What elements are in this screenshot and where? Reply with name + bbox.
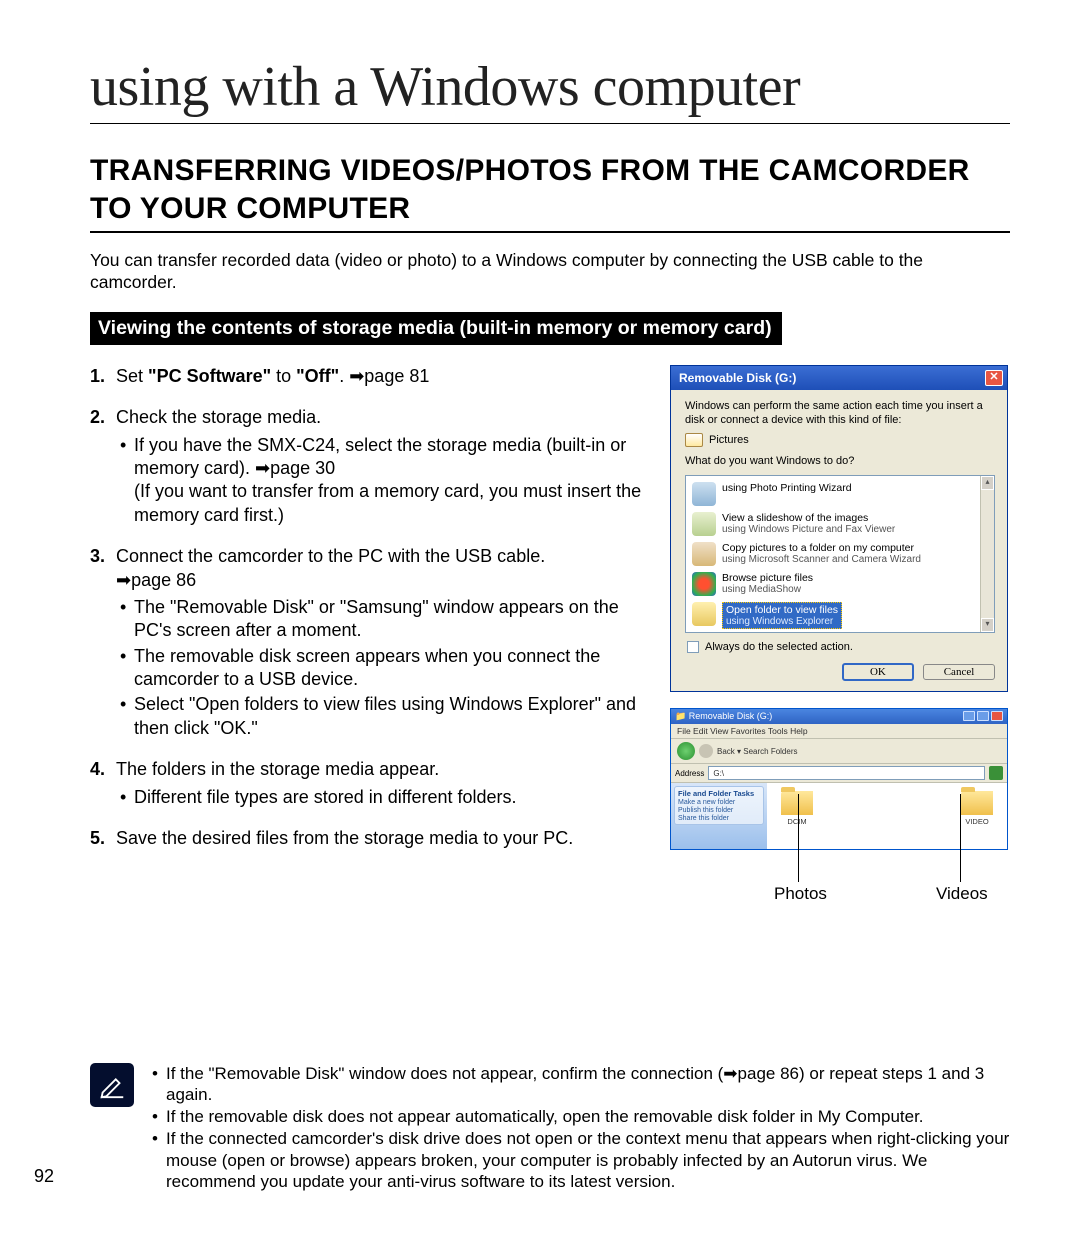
action-option[interactable]: using Photo Printing Wizard [688,480,992,510]
forward-icon[interactable] [699,744,713,758]
folder-icon [781,791,813,815]
slideshow-icon [692,512,716,536]
explorer-file-pane[interactable]: DCIM VIDEO [767,783,1007,849]
dialog-prompt: What do you want Windows to do? [685,455,995,469]
pictures-icon [685,433,703,447]
autoplay-dialog: Removable Disk (G:) ✕ Windows can perfor… [670,365,1008,692]
ok-button[interactable]: OK [842,663,914,681]
intro-text: You can transfer recorded data (video or… [90,249,1010,294]
screenshots-column: Removable Disk (G:) ✕ Windows can perfor… [670,365,1010,904]
note-item: If the "Removable Disk" window does not … [150,1063,1010,1107]
dialog-message: Windows can perform the same action each… [685,400,995,428]
action-option[interactable]: Browse picture filesusing MediaShow [688,570,992,600]
step-4: The folders in the storage media appear.… [90,758,654,809]
step-3-bullet: Select "Open folders to view files using… [116,693,654,740]
step-2-bullet: If you have the SMX-C24, select the stor… [116,434,654,528]
maximize-icon[interactable] [977,711,989,721]
step-2: Check the storage media. If you have the… [90,406,654,527]
address-bar[interactable]: Address G:\ [671,764,1007,783]
always-checkbox-row[interactable]: Always do the selected action. [687,641,995,653]
folder-callouts: Photos Videos [670,850,1010,904]
note-icon [90,1063,134,1107]
always-label: Always do the selected action. [705,641,853,653]
manual-page: using with a Windows computer TRANSFERRI… [0,0,1080,1235]
print-wizard-icon [692,482,716,506]
folder-dcim[interactable]: DCIM [781,791,813,841]
step-3: Connect the camcorder to the PC with the… [90,545,654,740]
action-option-selected[interactable]: Open folder to view filesusing Windows E… [688,600,992,633]
subsection-bar: Viewing the contents of storage media (b… [90,312,782,345]
folder-icon [961,791,993,815]
sidebar-link[interactable]: Make a new folder [678,799,760,806]
address-field[interactable]: G:\ [708,766,985,780]
scroll-up-icon[interactable]: ▴ [981,476,994,490]
mediashow-icon [692,572,716,596]
step-3-bullet: The removable disk screen appears when y… [116,645,654,692]
minimize-icon[interactable] [963,711,975,721]
dialog-titlebar: Removable Disk (G:) ✕ [671,366,1007,390]
action-listbox[interactable]: using Photo Printing Wizard View a slide… [685,475,995,633]
go-icon[interactable] [989,766,1003,780]
explorer-titlebar: 📁 Removable Disk (G:) [671,709,1007,724]
action-option[interactable]: View a slideshow of the imagesusing Wind… [688,510,992,540]
page-ref: ➡page 86 [116,570,196,590]
section-heading: TRANSFERRING VIDEOS/PHOTOS FROM THE CAMC… [90,152,1010,233]
videos-label: Videos [936,884,988,904]
action-option[interactable]: Copy pictures to a folder on my computer… [688,540,992,570]
note-item: If the connected camcorder's disk drive … [150,1128,1010,1193]
page-ref: ➡page 81 [349,366,429,386]
close-icon[interactable] [991,711,1003,721]
explorer-menubar[interactable]: File Edit View Favorites Tools Help [671,724,1007,739]
steps-column: Set "PC Software" to "Off". ➡page 81 Che… [90,365,654,869]
back-icon[interactable] [677,742,695,760]
folder-icon [692,602,716,626]
note-box: If the "Removable Disk" window does not … [90,1063,1010,1194]
page-number: 92 [34,1166,54,1187]
page-ref: ➡page 30 [255,458,335,478]
sidebar-link[interactable]: Publish this folder [678,807,760,814]
explorer-toolbar[interactable]: Back ▾ Search Folders [671,739,1007,764]
step-4-bullet: Different file types are stored in diffe… [116,786,654,809]
step-5: Save the desired files from the storage … [90,827,654,850]
note-item: If the removable disk does not appear au… [150,1106,1010,1128]
folder-video[interactable]: VIDEO [961,791,993,841]
sidebar-panel-header: File and Folder Tasks [678,789,760,798]
scrollbar[interactable]: ▴ ▾ [980,476,994,632]
scroll-down-icon[interactable]: ▾ [981,618,994,632]
explorer-window: 📁 Removable Disk (G:) File Edit View Fav… [670,708,1008,850]
step-3-bullet: The "Removable Disk" or "Samsung" window… [116,596,654,643]
photos-label: Photos [774,884,827,904]
close-icon[interactable]: ✕ [985,370,1003,386]
dialog-title: Removable Disk (G:) [679,371,796,385]
scanner-wizard-icon [692,542,716,566]
checkbox[interactable] [687,641,699,653]
explorer-sidebar: File and Folder Tasks Make a new folder … [671,783,767,849]
step-1: Set "PC Software" to "Off". ➡page 81 [90,365,654,388]
cancel-button[interactable]: Cancel [923,664,995,680]
chapter-title: using with a Windows computer [90,55,1010,124]
explorer-title: Removable Disk (G:) [689,711,773,721]
content-type-label: Pictures [709,434,749,446]
sidebar-link[interactable]: Share this folder [678,815,760,822]
